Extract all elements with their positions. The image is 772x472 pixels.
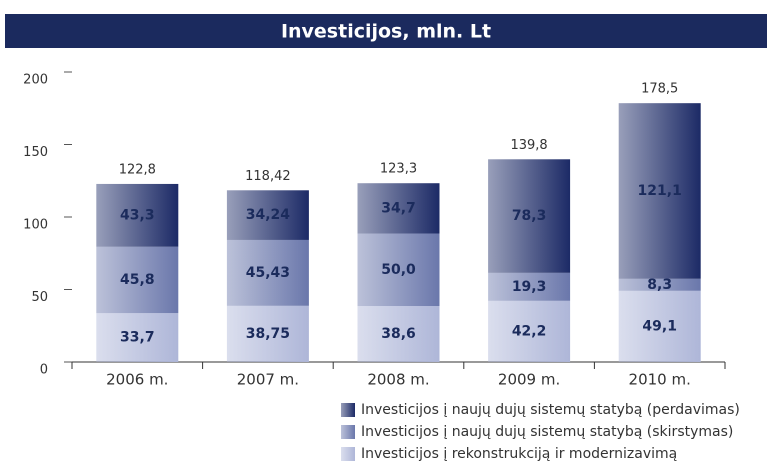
value-label: 43,3 bbox=[120, 207, 155, 223]
bar-segment bbox=[226, 190, 309, 240]
total-label: 118,42 bbox=[245, 169, 291, 184]
bar-segment bbox=[96, 246, 179, 314]
value-label: 38,6 bbox=[381, 326, 416, 342]
value-label: 121,1 bbox=[638, 183, 682, 199]
bar-segment bbox=[96, 183, 179, 247]
x-tick-label: 2010 m. bbox=[629, 371, 691, 389]
legend-label: Investicijos į rekonstrukciją ir moderni… bbox=[361, 446, 677, 462]
bar-segment bbox=[357, 183, 440, 234]
bar-segment bbox=[226, 239, 309, 306]
bar-segment bbox=[618, 278, 701, 291]
value-label: 49,1 bbox=[642, 318, 677, 334]
y-tick-label: 200 bbox=[23, 73, 48, 88]
legend-label: Investicijos į naujų dujų sistemų statyb… bbox=[361, 402, 740, 418]
y-tick-label: 100 bbox=[23, 218, 48, 233]
bar-segment bbox=[618, 290, 701, 362]
value-label: 34,7 bbox=[381, 200, 416, 216]
total-label: 123,3 bbox=[380, 162, 417, 177]
value-label: 34,24 bbox=[246, 207, 291, 223]
value-label: 45,8 bbox=[120, 272, 155, 288]
legend-swatch bbox=[341, 403, 355, 417]
y-tick-label: 0 bbox=[40, 363, 48, 378]
legend-label: Investicijos į naujų dujų sistemų statyb… bbox=[361, 424, 733, 440]
value-label: 8,3 bbox=[647, 277, 672, 293]
x-tick-label: 2008 m. bbox=[367, 371, 429, 389]
value-label: 33,7 bbox=[120, 330, 155, 346]
bar-segment bbox=[357, 233, 440, 307]
total-label: 122,8 bbox=[119, 162, 156, 177]
y-tick-label: 50 bbox=[31, 290, 48, 305]
title-bar bbox=[5, 14, 767, 48]
chart-title: Investicijos, mln. Lt bbox=[281, 21, 491, 43]
y-tick-label: 150 bbox=[23, 145, 48, 160]
x-tick-label: 2007 m. bbox=[237, 371, 299, 389]
value-label: 45,43 bbox=[246, 265, 290, 281]
bar-segment bbox=[618, 103, 701, 279]
legend-swatch bbox=[341, 447, 355, 461]
total-label: 178,5 bbox=[641, 82, 678, 97]
value-label: 38,75 bbox=[246, 326, 290, 342]
x-tick-label: 2006 m. bbox=[106, 371, 168, 389]
bar-segment bbox=[488, 159, 571, 273]
bar-segment bbox=[96, 313, 179, 362]
bar-segment bbox=[357, 306, 440, 362]
bar-segment bbox=[488, 300, 571, 362]
value-label: 78,3 bbox=[512, 208, 547, 224]
total-label: 139,8 bbox=[510, 138, 547, 153]
bar-segment bbox=[488, 272, 571, 301]
value-label: 42,2 bbox=[512, 323, 547, 339]
bar-segment bbox=[226, 305, 309, 362]
value-label: 50,0 bbox=[381, 262, 416, 278]
x-tick-label: 2009 m. bbox=[498, 371, 560, 389]
value-label: 19,3 bbox=[512, 279, 547, 295]
legend-swatch bbox=[341, 425, 355, 439]
